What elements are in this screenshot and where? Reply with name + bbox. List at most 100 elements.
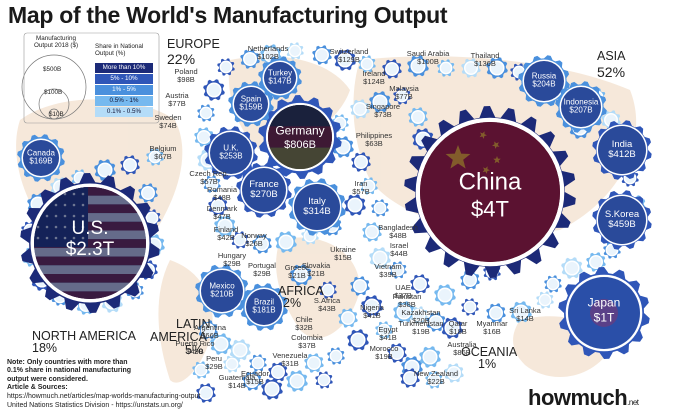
country-label: Ukraine $15B (330, 246, 356, 262)
country-value: $124B (363, 76, 385, 86)
small-gear (327, 347, 345, 365)
country-label: Qatar $18B (449, 320, 468, 336)
medium-gear-label: U.K. $253B (219, 144, 243, 162)
country-value: $98B (177, 74, 195, 84)
country-name: Kazakhstan (401, 308, 441, 317)
legend-share-swatch: 1% - 5% (95, 85, 153, 95)
country-label: Portugal $29B (248, 262, 276, 278)
country-label: Saudi Arabia $100B (407, 50, 450, 66)
country-value: $18B (449, 326, 467, 336)
country-value: $77B (168, 98, 186, 108)
small-gear (382, 59, 402, 79)
small-gear (361, 295, 383, 317)
medium-gear-value: $204B (532, 80, 556, 89)
legend-circle-10 (48, 108, 60, 120)
country-value: $42B (217, 232, 235, 242)
country-value: $19B (375, 351, 393, 361)
country-label: Norway $26B (241, 232, 266, 248)
medium-gear-label: Spain $159B (239, 95, 263, 113)
country-name: UAE (395, 283, 411, 292)
country-name: Portugal (248, 261, 276, 270)
country-value: $22B (427, 376, 445, 386)
country-value: $29B (253, 268, 271, 278)
country-name: Switzerland (329, 47, 369, 56)
country-name: Czech Rep. (189, 169, 229, 178)
small-gear (231, 231, 249, 249)
small-gear (434, 284, 456, 306)
country-value: $41B (379, 332, 397, 342)
country-label: Myanmar $16B (476, 320, 507, 336)
country-name: New Zealand (413, 369, 459, 378)
medium-gear-value: $412B (608, 149, 636, 160)
small-gear (486, 57, 508, 79)
country-value: $86B (453, 347, 471, 357)
medium-gear-label: Turkey $147B (268, 69, 292, 87)
country-name: Austria (165, 91, 189, 100)
germany-gear (258, 95, 342, 179)
small-gear (138, 183, 158, 203)
country-label: Israel $44B (390, 242, 408, 258)
country-label: Venezuela $31B (272, 352, 307, 368)
medium-gear-label: Brazil $181B (252, 298, 276, 316)
small-gear (360, 177, 378, 195)
small-gear (268, 362, 288, 382)
small-gear (242, 371, 262, 391)
small-gear (210, 333, 232, 355)
small-gear (344, 194, 366, 216)
medium-gear-value: $159B (239, 103, 263, 112)
medium-gear (592, 190, 652, 250)
country-name: Poland (174, 67, 198, 76)
country-name: S.Africa (313, 296, 341, 305)
medium-gear (592, 120, 652, 180)
country-name: Sweden (154, 113, 182, 122)
brand-suffix: .net (627, 398, 639, 407)
small-gear (425, 371, 443, 389)
country-value: $21B (288, 270, 306, 280)
country-value: $66B (201, 330, 219, 340)
us-gear (20, 173, 160, 313)
small-gear (358, 55, 376, 73)
country-label: Morocco $19B (370, 345, 399, 361)
legend-size-10: $10B (49, 111, 64, 118)
country-label: Ireland $124B (363, 70, 386, 86)
small-gear (444, 363, 464, 383)
country-label: UAE $37B (394, 284, 412, 300)
small-gear (334, 49, 356, 71)
country-value: $49B (186, 346, 204, 356)
country-label: Vietnam $39B (374, 263, 401, 279)
small-gear (315, 371, 333, 389)
country-label: Czech Rep. $57B (189, 170, 228, 186)
country-value: $38B (398, 299, 416, 309)
country-label: Australia $86B (447, 341, 476, 357)
medium-gear (195, 264, 249, 318)
country-name: Turkmenistan (398, 319, 444, 328)
country-label: Guatemala $14B (219, 374, 256, 390)
source-link-1[interactable]: https://howmuch.net/articles/map-worlds-… (7, 393, 201, 400)
region-europe-share: 22% (167, 51, 196, 67)
small-gear (94, 159, 116, 181)
country-label: Turkmenistan $19B (398, 320, 443, 336)
medium-gear-value: $253B (219, 152, 243, 161)
small-gear (389, 261, 407, 279)
china-value: $4T (471, 196, 509, 222)
medium-gear-name: France (249, 179, 279, 191)
country-name: Hungary (217, 251, 247, 260)
country-name: Nigeria (360, 303, 384, 312)
medium-gear-value: $181B (252, 306, 276, 315)
region-africa-share: 2% (283, 296, 302, 310)
medium-gear (240, 283, 288, 331)
small-gear (536, 291, 554, 309)
country-value: $15B (246, 376, 264, 386)
country-name: Philippines (355, 131, 393, 140)
region-latin-america-line1: LATIN (176, 317, 211, 331)
country-value: $57B (200, 176, 218, 186)
small-gear (510, 301, 532, 323)
country-name: Chile (295, 315, 313, 324)
legend-share-title: Share in National Output (%) (95, 43, 144, 57)
small-gear (319, 281, 337, 299)
country-value: $74B (159, 120, 177, 130)
source-link-2[interactable]: United Nations Statistics Division - htt… (7, 402, 183, 409)
country-name: Ireland (362, 69, 386, 78)
country-value: $129B (338, 54, 360, 64)
region-latin-america-share: 5% (185, 343, 204, 357)
